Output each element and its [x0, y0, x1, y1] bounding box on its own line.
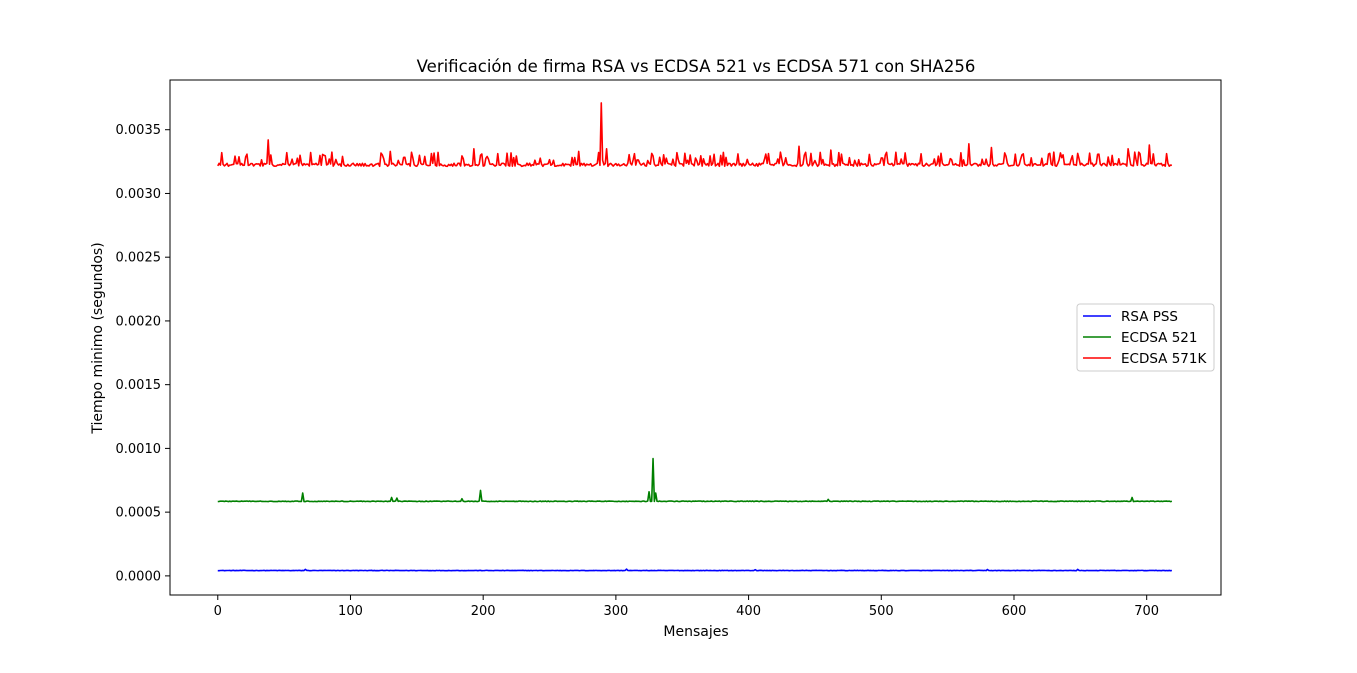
lines-layer: [217, 102, 1173, 572]
legend-items: RSA PSS ECDSA 521 ECDSA 571K: [1083, 309, 1207, 367]
y-tick-label: 0.0030: [116, 187, 162, 202]
plot-frame: [169, 79, 1222, 596]
x-tick-label: 600: [1002, 604, 1027, 619]
legend-label: RSA PSS: [1121, 309, 1178, 325]
legend: RSA PSS ECDSA 521 ECDSA 571K: [1076, 303, 1215, 372]
y-tick-label: 0.0020: [116, 314, 162, 329]
series-line-ecdsa-521: [217, 457, 1173, 503]
x-tick-label: 400: [736, 604, 761, 619]
x-tick-label: 300: [603, 604, 628, 619]
x-axis-ticks: 0 100 200 300 400 500 600 700: [214, 595, 1159, 619]
x-tick-label: 0: [214, 604, 222, 619]
chart-title: Verificación de firma RSA vs ECDSA 521 v…: [417, 57, 976, 76]
legend-label: ECDSA 521: [1121, 330, 1197, 346]
x-tick-label: 200: [471, 604, 496, 619]
series-line-rsa-pss: [217, 568, 1173, 572]
legend-label: ECDSA 571K: [1121, 351, 1207, 367]
x-tick-label: 100: [338, 604, 363, 619]
y-tick-label: 0.0010: [116, 442, 162, 457]
y-tick-label: 0.0015: [116, 378, 162, 393]
y-axis-ticks: 0.0000 0.0005 0.0010 0.0015 0.0020 0.0025 0.00…: [116, 123, 170, 584]
y-tick-label: 0.0000: [116, 569, 162, 584]
x-tick-label: 500: [869, 604, 894, 619]
y-tick-label: 0.0035: [116, 123, 162, 138]
x-axis-label: Mensajes: [663, 624, 728, 640]
series-line-ecdsa-571k: [217, 102, 1173, 168]
y-axis-label: Tiempo minimo (segundos): [90, 242, 106, 434]
y-tick-label: 0.0025: [116, 251, 162, 266]
x-tick-label: 700: [1134, 604, 1159, 619]
legend-box: [1076, 303, 1215, 372]
y-tick-label: 0.0005: [116, 506, 162, 521]
